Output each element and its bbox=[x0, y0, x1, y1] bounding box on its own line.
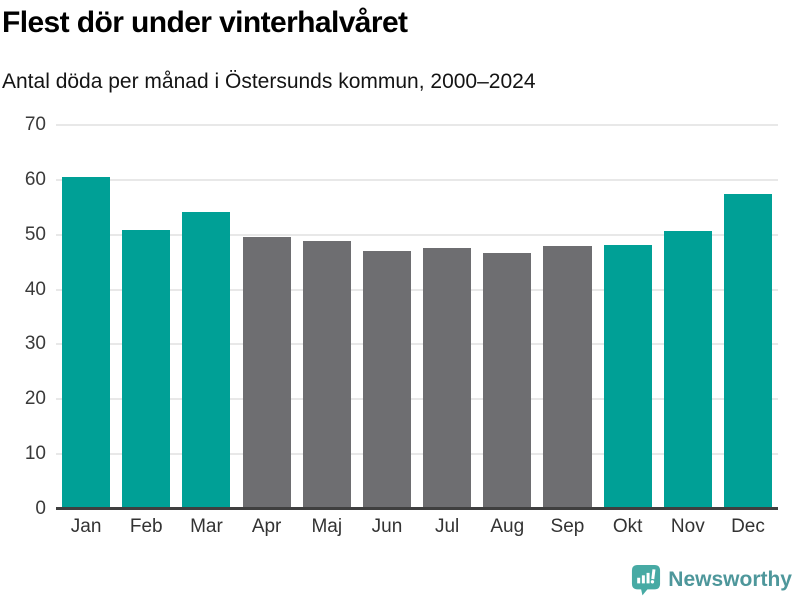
x-label-mar: Mar bbox=[190, 516, 223, 537]
y-tick-label-50: 50 bbox=[24, 223, 46, 245]
bar-maj bbox=[302, 241, 351, 509]
x-label-feb: Feb bbox=[129, 516, 163, 537]
y-tick-label-10: 10 bbox=[24, 443, 46, 465]
x-axis-line bbox=[56, 507, 778, 510]
y-tick-label-30: 30 bbox=[24, 333, 46, 355]
x-label-aug: Aug bbox=[490, 516, 525, 537]
gridline-20 bbox=[56, 398, 778, 401]
bar-sep bbox=[543, 245, 592, 509]
bar-series bbox=[56, 125, 778, 509]
x-axis: Jan Feb Mar Apr Maj Jun Jul Aug Sep Okt Nov Dec bbox=[56, 516, 778, 538]
bar-slot-dec bbox=[718, 125, 778, 509]
x-label-nov: Nov bbox=[670, 516, 705, 537]
bar-okt bbox=[603, 245, 652, 509]
bar-aug bbox=[483, 253, 532, 509]
y-tick-label-40: 40 bbox=[24, 278, 46, 300]
x-label-jan: Jan bbox=[70, 516, 102, 537]
plot-area bbox=[56, 124, 778, 510]
x-label-dec: Dec bbox=[731, 516, 765, 537]
x-label-jul: Jul bbox=[434, 516, 460, 537]
y-axis: 0 10 20 30 40 50 60 70 bbox=[0, 114, 46, 519]
bar-mar bbox=[182, 212, 231, 509]
y-tick-label-70: 70 bbox=[24, 114, 46, 135]
bar-jul bbox=[423, 247, 472, 509]
bar-slot-jul bbox=[417, 125, 477, 509]
gridline-70 bbox=[56, 124, 778, 126]
gridline-60 bbox=[56, 178, 778, 181]
bar-feb bbox=[122, 230, 171, 509]
bar-slot-mar bbox=[176, 125, 236, 509]
bar-apr bbox=[242, 237, 291, 509]
bar-nov bbox=[663, 230, 712, 509]
brand-name: Newsworthy bbox=[668, 568, 792, 591]
bar-slot-jan bbox=[56, 125, 116, 509]
newsworthy-logo: Newsworthy bbox=[631, 564, 792, 596]
bar-slot-feb bbox=[116, 125, 176, 509]
bar-slot-nov bbox=[658, 125, 718, 509]
bar-jun bbox=[362, 250, 411, 509]
bar-chart-speech-bubble-icon bbox=[632, 565, 661, 596]
x-label-jun: Jun bbox=[371, 516, 403, 537]
bar-slot-okt bbox=[598, 125, 658, 509]
y-tick-label-20: 20 bbox=[24, 388, 46, 410]
chart-subtitle: Antal döda per månad i Östersunds kommun… bbox=[2, 70, 536, 93]
chart-title: Flest dör under vinterhalvåret bbox=[2, 6, 408, 39]
gridline-10 bbox=[56, 453, 778, 456]
bar-dec bbox=[723, 193, 773, 509]
gridline-40 bbox=[56, 288, 778, 291]
x-label-sep: Sep bbox=[550, 516, 585, 537]
gridline-30 bbox=[56, 343, 778, 346]
bar-slot-jun bbox=[357, 125, 417, 509]
y-tick-label-60: 60 bbox=[24, 168, 46, 190]
bar-jan bbox=[62, 177, 111, 509]
x-label-okt: Okt bbox=[612, 516, 643, 537]
bar-slot-apr bbox=[237, 125, 297, 509]
y-tick-label-0: 0 bbox=[35, 498, 46, 519]
x-label-maj: Maj bbox=[311, 516, 343, 537]
x-label-apr: Apr bbox=[251, 516, 282, 537]
bar-slot-sep bbox=[537, 125, 597, 509]
bar-slot-aug bbox=[477, 125, 537, 509]
gridline-50 bbox=[56, 233, 778, 236]
bar-slot-maj bbox=[297, 125, 357, 509]
